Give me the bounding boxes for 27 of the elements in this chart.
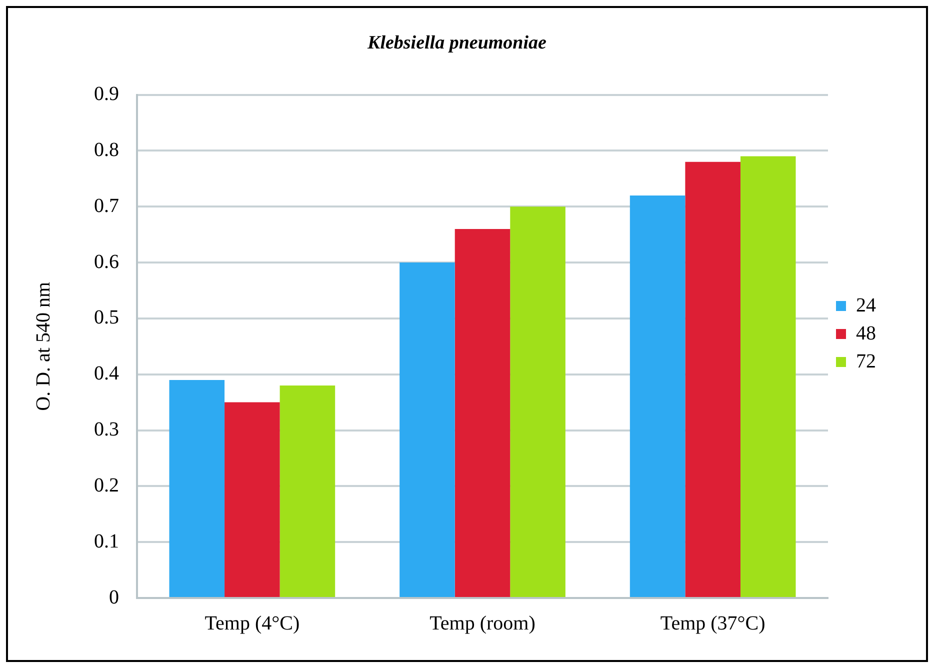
legend-label: 72 <box>856 350 876 372</box>
y-tick-label: 0.5 <box>94 306 119 329</box>
legend-label: 48 <box>856 322 876 344</box>
bar <box>400 262 455 597</box>
bar <box>169 380 225 597</box>
bar <box>280 386 336 597</box>
y-tick-label: 0.3 <box>94 418 119 441</box>
x-tick-label: Temp (37°C) <box>660 612 766 634</box>
y-tick-label: 0.6 <box>94 250 119 273</box>
x-tick-label: Temp (room) <box>430 612 536 634</box>
bar <box>630 195 686 597</box>
x-tick-label: Temp (4°C) <box>204 612 300 634</box>
y-tick-label: 0 <box>109 586 119 608</box>
y-tick-label: 0.4 <box>94 362 119 385</box>
bar <box>740 156 796 597</box>
y-tick-label: 0.2 <box>94 474 119 496</box>
bar <box>685 162 740 597</box>
legend-label: 24 <box>856 294 876 316</box>
bar <box>224 402 280 597</box>
y-tick-label: 0.1 <box>94 530 119 552</box>
y-tick-label: 0.9 <box>94 83 119 106</box>
y-tick-label: 0.7 <box>94 194 119 217</box>
bar <box>454 228 510 597</box>
chart-title: Klebsiella pneumoniae <box>366 32 548 54</box>
bar <box>510 206 566 597</box>
y-axis-title: O. D. at 540 nm <box>32 282 54 411</box>
y-tick-label: 0.8 <box>94 138 119 161</box>
